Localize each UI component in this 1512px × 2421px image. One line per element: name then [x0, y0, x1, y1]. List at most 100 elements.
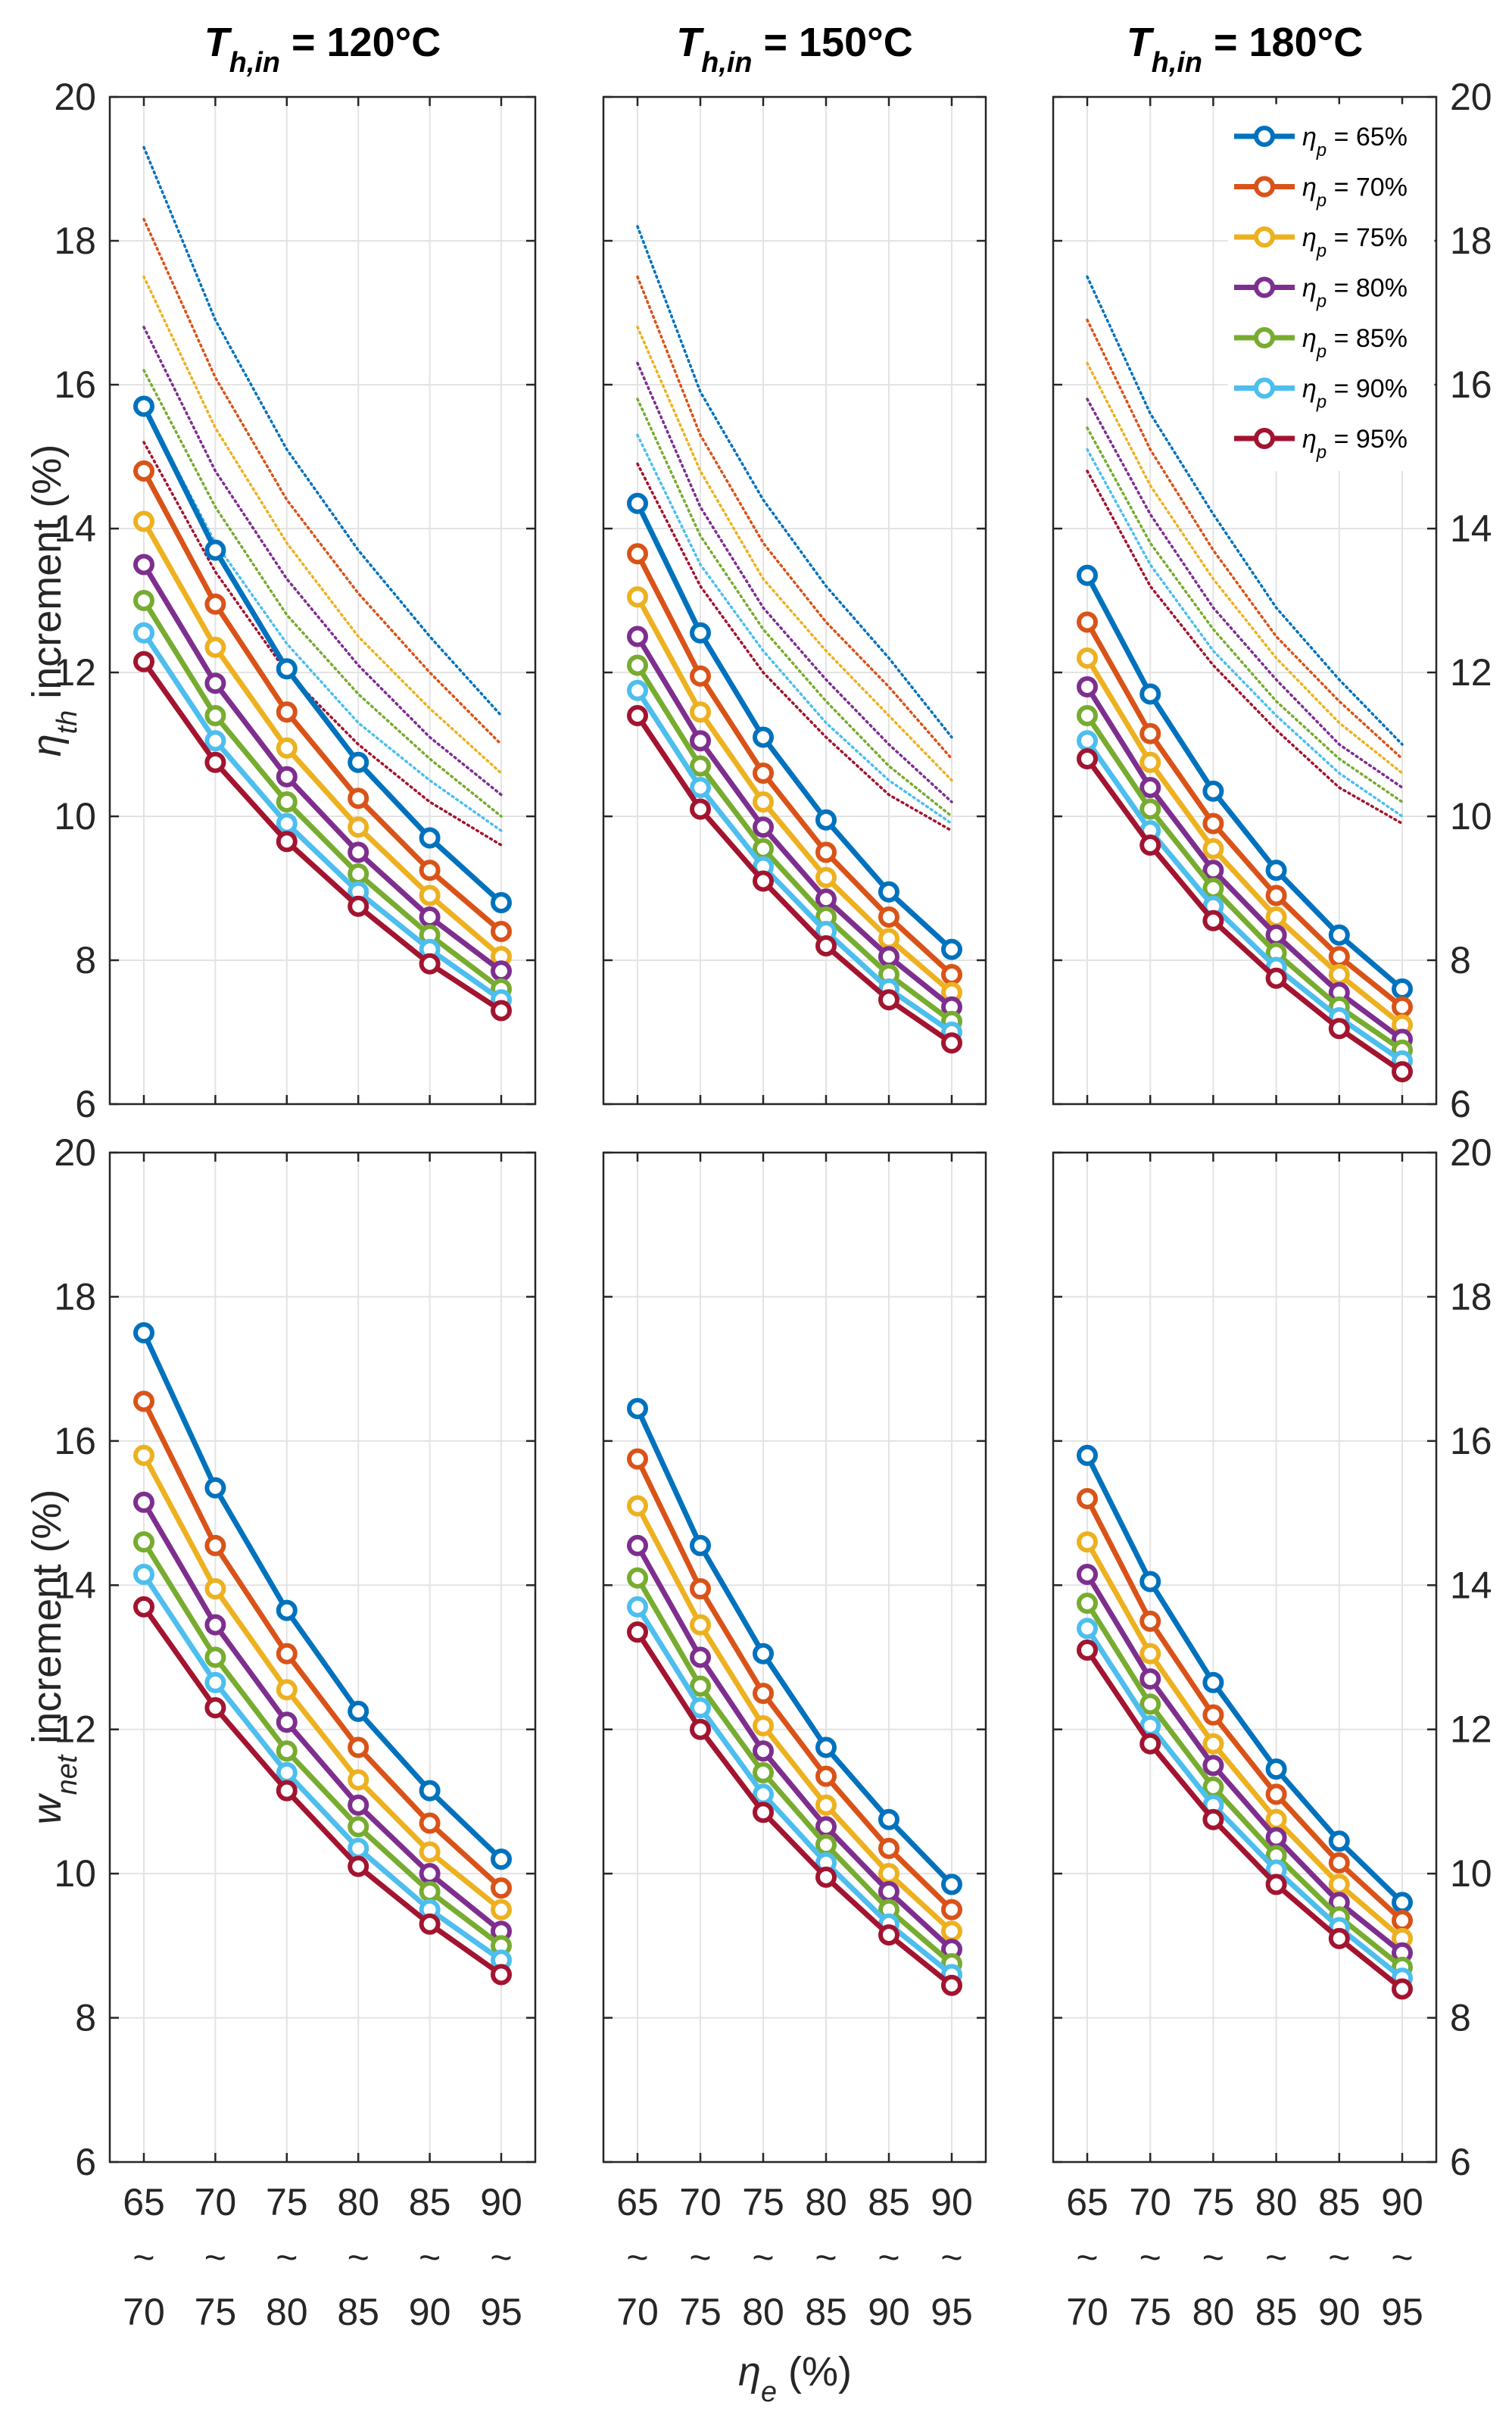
panel-bottom-3-series-line-1: [1084, 1454, 1404, 1905]
panel-bottom-1-series-4-point: [348, 1794, 369, 1816]
x-axis-label: ηe (%): [738, 2349, 852, 2408]
panel-bottom-2-series-line-3: [634, 1504, 954, 1933]
xtick-label-tilde: ~: [1076, 2236, 1098, 2279]
panel-top-2-series-3-point: [627, 586, 648, 608]
panel-bottom-2-series-2-point: [753, 1683, 774, 1705]
panel-top-2-series-7-point: [941, 1032, 962, 1054]
panel-top-1-series-6-point: [133, 622, 154, 644]
panel-bottom-2-series-line-7: [635, 1630, 954, 1988]
panel-bottom-3-ytick-label: 14: [1450, 1564, 1492, 1606]
panel-bottom-1-ytick-label: 6: [75, 2141, 96, 2183]
panel-bottom-2-series-1-point: [941, 1873, 962, 1895]
panel-top-3-series-3-point: [1202, 838, 1224, 860]
panel-top-1-series-6-point: [204, 730, 226, 752]
panel-top-2-series-7-point: [753, 870, 774, 892]
panel-bottom-3-ytick-label: 20: [1450, 1131, 1492, 1174]
panel-bottom-3-series-5-point: [1139, 1693, 1161, 1715]
xtick-label-bottom: 95: [931, 2291, 973, 2333]
panel-top-1-series-1-point: [348, 751, 369, 773]
panel-top-1-series-4-point: [348, 841, 369, 863]
panel-top-3-dotted-series-1: [1086, 275, 1404, 746]
panel-top-2-series-line-6: [635, 688, 953, 1034]
panel-top-1-series-4-point: [276, 766, 298, 788]
panel-top-1-dotted-series-1: [142, 145, 503, 717]
panel-top-2-series-3-point: [815, 866, 837, 888]
xtick-label-tilde: ~: [490, 2236, 512, 2279]
panel-bottom-3-series-7-point: [1077, 1639, 1098, 1661]
xtick-label-bottom: 75: [1129, 2291, 1171, 2333]
panel-bottom-1-series-2-point: [419, 1812, 441, 1834]
panel-top-1-series-line-7: [142, 660, 503, 1013]
panel-top-3-ytick-label: 12: [1450, 651, 1492, 694]
legend-entry-2: ηp = 70%: [1302, 173, 1408, 211]
panel-bottom-1-series-3-point: [348, 1769, 369, 1791]
panel-top-1-series-line-3: [141, 519, 503, 959]
panel-top-1-ytick-label: 8: [75, 939, 96, 981]
panel-bottom-2-series-4-point: [753, 1740, 774, 1762]
panel-top-2-series-5-point: [627, 654, 648, 676]
panel-top-1-ytick-label: 18: [54, 220, 96, 262]
panel-bottom-2-axes-box: [602, 1151, 987, 2164]
y-axis-label-bottom: wnet increment (%): [24, 1490, 83, 1825]
xtick-label-tilde: ~: [689, 2236, 711, 2279]
xtick-label-top: 65: [1066, 2181, 1108, 2223]
legend-entry-3: ηp = 75%: [1302, 223, 1408, 261]
panel-top-3-series-4-point: [1139, 777, 1161, 798]
legend-swatch-marker-7: [1254, 428, 1275, 449]
xtick-label-bottom: 80: [266, 2291, 308, 2333]
panel-bottom-1-series-5-point: [204, 1646, 226, 1668]
panel-top-2-dotted-series-7: [636, 462, 953, 832]
panel-top-1-series-2-point: [419, 860, 441, 881]
panel-bottom-2-series-1-point: [627, 1398, 648, 1420]
panel-top-2-series-5-point: [690, 755, 711, 777]
xtick-label-tilde: ~: [815, 2236, 837, 2279]
panel-top-3-ytick-label: 14: [1450, 507, 1492, 550]
panel-top-3-series-3-point: [1139, 751, 1161, 773]
xtick-label-top: 70: [679, 2181, 722, 2223]
panel-bottom-1-series-7-point: [204, 1697, 226, 1719]
panel-top-1-dotted-series-5: [142, 369, 503, 818]
legend-swatch-marker-1: [1254, 126, 1275, 147]
panel-bottom-3-series-7-point: [1202, 1808, 1224, 1830]
panel-bottom-2-series-4-point: [627, 1534, 648, 1556]
panel-top-3-series-4-point: [1265, 924, 1287, 946]
panel-bottom-2-series-3-point: [627, 1495, 648, 1517]
panel-top-2-series-line-5: [635, 663, 954, 1024]
panel-top-3-series-7-point: [1265, 967, 1287, 989]
panel-top-2-series-1-point: [815, 809, 837, 831]
panel-top-1-series-7-point: [348, 895, 369, 917]
legend-swatch-marker-4: [1254, 276, 1275, 298]
panel-bottom-3-series-7-point: [1328, 1927, 1350, 1949]
panel-bottom-1-series-3-point: [491, 1898, 512, 1920]
panel-top-1-series-4-point: [419, 906, 441, 928]
panel-top-2-series-1-point: [878, 881, 899, 903]
text-layer: 6 8 10 12 14 16 18 20 6 8 10 12 14 16 18 20 Th,in = 120°…: [24, 20, 1492, 2408]
panel-top-1-axes-box: [108, 95, 537, 1106]
panel-top-2-series-line-7: [635, 714, 953, 1046]
panel-top-3-series-1-point: [1202, 780, 1224, 802]
legend-swatch-marker-3: [1254, 226, 1275, 248]
panel-bottom-1-ytick-label: 14: [54, 1564, 96, 1606]
xtick-label-top: 70: [1129, 2181, 1171, 2223]
panel-bottom-1-series-2-point: [348, 1736, 369, 1758]
xtick-label-top: 65: [616, 2181, 659, 2223]
panel-bottom-2-series-5-point: [815, 1834, 837, 1856]
panel-top-3-series-line-4: [1085, 685, 1404, 1042]
xtick-label-bottom: 80: [742, 2291, 784, 2333]
xtick-label-bottom: 95: [480, 2291, 522, 2333]
y-axis-label-top: ηth increment (%): [24, 445, 83, 757]
panel-bottom-2-series-3-point: [690, 1614, 711, 1636]
xtick-label-tilde: ~: [204, 2236, 226, 2279]
panel-bottom-3-series-2-point: [1328, 1852, 1350, 1873]
panel-bottom-1-series-3-point: [133, 1444, 154, 1466]
legend-entry-4: ηp = 80%: [1302, 274, 1408, 312]
panel-bottom-2-series-7-point: [941, 1974, 962, 1996]
panel-top-1-series-2-point: [204, 593, 226, 615]
panel-bottom-1-series-7-point: [348, 1855, 369, 1877]
xtick-label-tilde: ~: [626, 2236, 648, 2279]
panel-top-3-dotted-series-6: [1086, 448, 1404, 818]
panel-top-1-series-7-point: [133, 650, 154, 672]
panel-bottom-1-series-1-point: [204, 1477, 226, 1499]
panel-top-2-series-6-point: [627, 679, 648, 701]
panel-bottom-1-series-line-7: [142, 1605, 503, 1977]
